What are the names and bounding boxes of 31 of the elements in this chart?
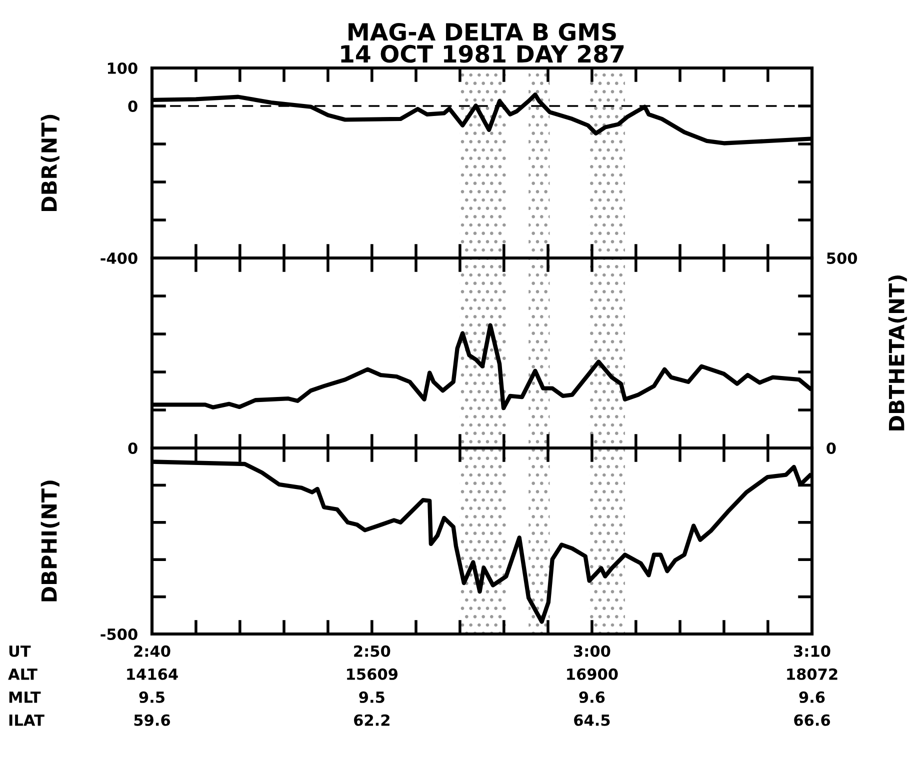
text: UT: [9, 646, 31, 657]
text: 66.6: [794, 714, 830, 726]
text: 62.2: [354, 714, 390, 726]
text: ALT: [8, 668, 38, 680]
y2-axis-title: DBTHETA(NT): [888, 276, 907, 430]
text: 15609: [347, 668, 398, 680]
text: 18072: [787, 668, 838, 680]
text: 64.5: [574, 714, 610, 726]
text: 14164: [127, 668, 178, 680]
y2-tick-label: 0: [826, 442, 836, 454]
text: 9.5: [359, 691, 384, 703]
x-tick-label: 2:40: [134, 645, 170, 657]
y-axis-title: DBR(NT): [40, 114, 60, 212]
x-tick-label: 2:50: [354, 645, 390, 657]
y2-tick-label: 500: [827, 252, 858, 264]
y-tick-label: 100: [108, 62, 138, 74]
y-tick-label: -400: [100, 252, 138, 264]
x-tick-label: 3:00: [574, 645, 610, 657]
text: 9.6: [799, 691, 825, 703]
text: ILAT: [9, 714, 44, 726]
chart-title: MAG-A DELTA B GMS 14 OCT 1981 DAY 287: [341, 22, 624, 63]
text: 16900: [567, 668, 618, 680]
x-tick-label: 3:10: [794, 645, 830, 657]
text: 59.6: [134, 714, 170, 726]
y-tick-label: 0: [128, 442, 138, 454]
y-axis-title: DBPHI(NT): [40, 480, 60, 602]
y-tick-label: -500: [100, 628, 138, 640]
y-tick-label: 0: [128, 100, 138, 112]
text: MLT: [9, 692, 41, 703]
text: 9.6: [579, 691, 605, 703]
text: 9.5: [139, 691, 164, 703]
